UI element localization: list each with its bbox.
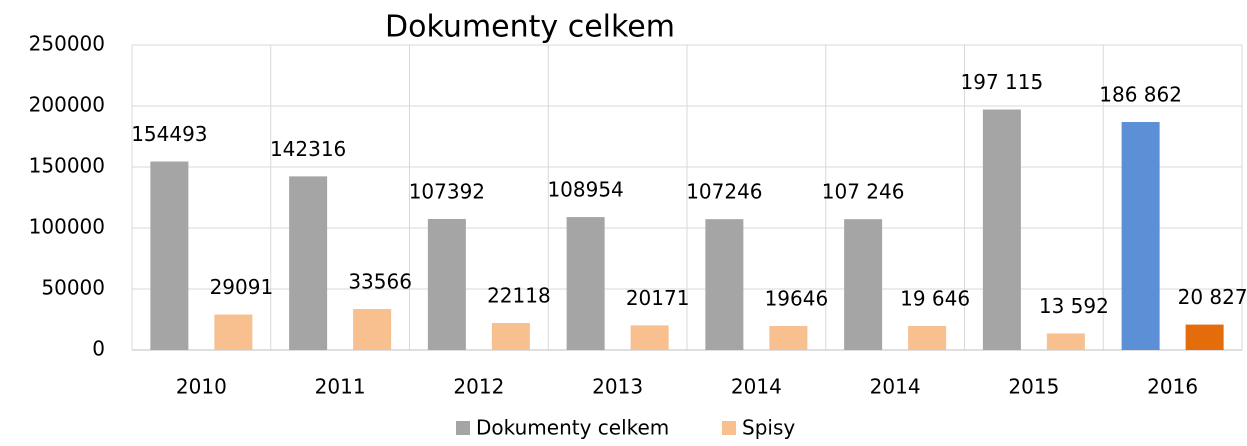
x-tick-label: 2016: [1147, 375, 1198, 399]
bar: [1046, 333, 1085, 350]
bar: [1185, 324, 1224, 350]
legend-swatch: [456, 421, 470, 435]
data-label: 108954: [547, 178, 623, 202]
legend-label: Dokumenty celkem: [476, 416, 669, 440]
data-label: 20171: [626, 286, 690, 310]
bar: [630, 325, 669, 350]
x-tick-label: 2010: [176, 375, 227, 399]
data-label: 142316: [270, 137, 346, 161]
data-label: 13 592: [1039, 294, 1109, 318]
x-tick-label: 2013: [592, 375, 643, 399]
x-tick-label: 2011: [315, 375, 366, 399]
bar: [353, 309, 392, 350]
data-label: 107 246: [822, 180, 905, 204]
y-tick-label: 50000: [41, 276, 105, 300]
y-tick-label: 150000: [29, 154, 105, 178]
data-label: 19646: [765, 287, 829, 311]
x-tick-label: 2014: [870, 375, 921, 399]
x-tick-label: 2012: [453, 375, 504, 399]
x-tick-label: 2014: [731, 375, 782, 399]
bar: [427, 218, 466, 350]
data-label: 29091: [210, 275, 274, 299]
data-label: 107392: [409, 179, 485, 203]
bar: [769, 326, 808, 350]
data-label: 197 115: [961, 70, 1044, 94]
bar: [1121, 122, 1160, 351]
chart-title: Dokumenty celkem: [385, 10, 675, 45]
data-label: 20 827: [1178, 285, 1247, 309]
data-label: 186 862: [1099, 83, 1182, 107]
bar: [289, 176, 328, 350]
legend-label: Spisy: [742, 416, 795, 440]
bar: [844, 219, 883, 350]
y-tick-label: 100000: [29, 215, 105, 239]
bar: [982, 109, 1021, 350]
y-tick-label: 200000: [29, 93, 105, 117]
bar: [150, 161, 189, 350]
data-label: 19 646: [900, 287, 970, 311]
data-label: 22118: [487, 284, 551, 308]
y-tick-label: 0: [92, 337, 105, 361]
bar: [908, 326, 947, 350]
data-label: 154493: [131, 122, 207, 146]
y-tick-label: 250000: [29, 32, 105, 56]
legend-swatch: [722, 421, 736, 435]
bar: [566, 217, 605, 350]
data-label: 33566: [348, 270, 412, 294]
bar: [214, 314, 253, 350]
x-tick-label: 2015: [1008, 375, 1059, 399]
bar: [705, 219, 744, 350]
data-label: 107246: [686, 180, 762, 204]
bar: [491, 323, 530, 350]
